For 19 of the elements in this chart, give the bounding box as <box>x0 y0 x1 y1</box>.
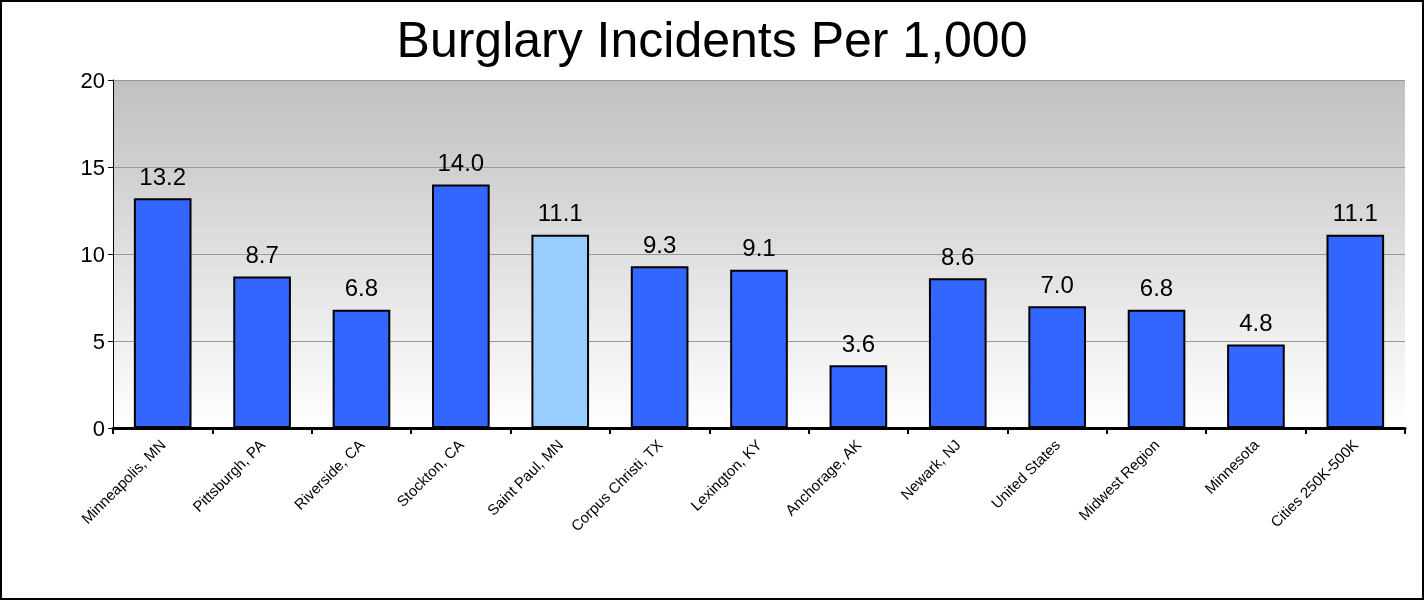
data-label: 9.3 <box>642 230 677 258</box>
y-tick-label: 5 <box>92 328 105 354</box>
data-label: 9.1 <box>742 234 776 262</box>
y-tick-label: 0 <box>92 415 105 441</box>
data-label: 6.8 <box>344 274 379 302</box>
data-label: 8.7 <box>245 241 279 269</box>
data-label: 7.0 <box>1040 270 1074 298</box>
y-tick-label: 15 <box>80 154 105 180</box>
data-label: 4.8 <box>1239 308 1273 336</box>
data-label: 8.6 <box>941 242 975 270</box>
y-tick-label: 20 <box>80 67 105 93</box>
data-label: 11.1 <box>1332 199 1378 227</box>
data-label: 3.6 <box>841 329 876 357</box>
data-label: 6.8 <box>1139 274 1174 302</box>
data-label: 13.2 <box>139 162 187 190</box>
chart-title: Burglary Incidents Per 1,000 <box>396 12 1028 68</box>
data-label: 14.0 <box>437 148 485 176</box>
y-tick-label: 10 <box>80 241 105 267</box>
data-label: 11.1 <box>537 199 583 227</box>
